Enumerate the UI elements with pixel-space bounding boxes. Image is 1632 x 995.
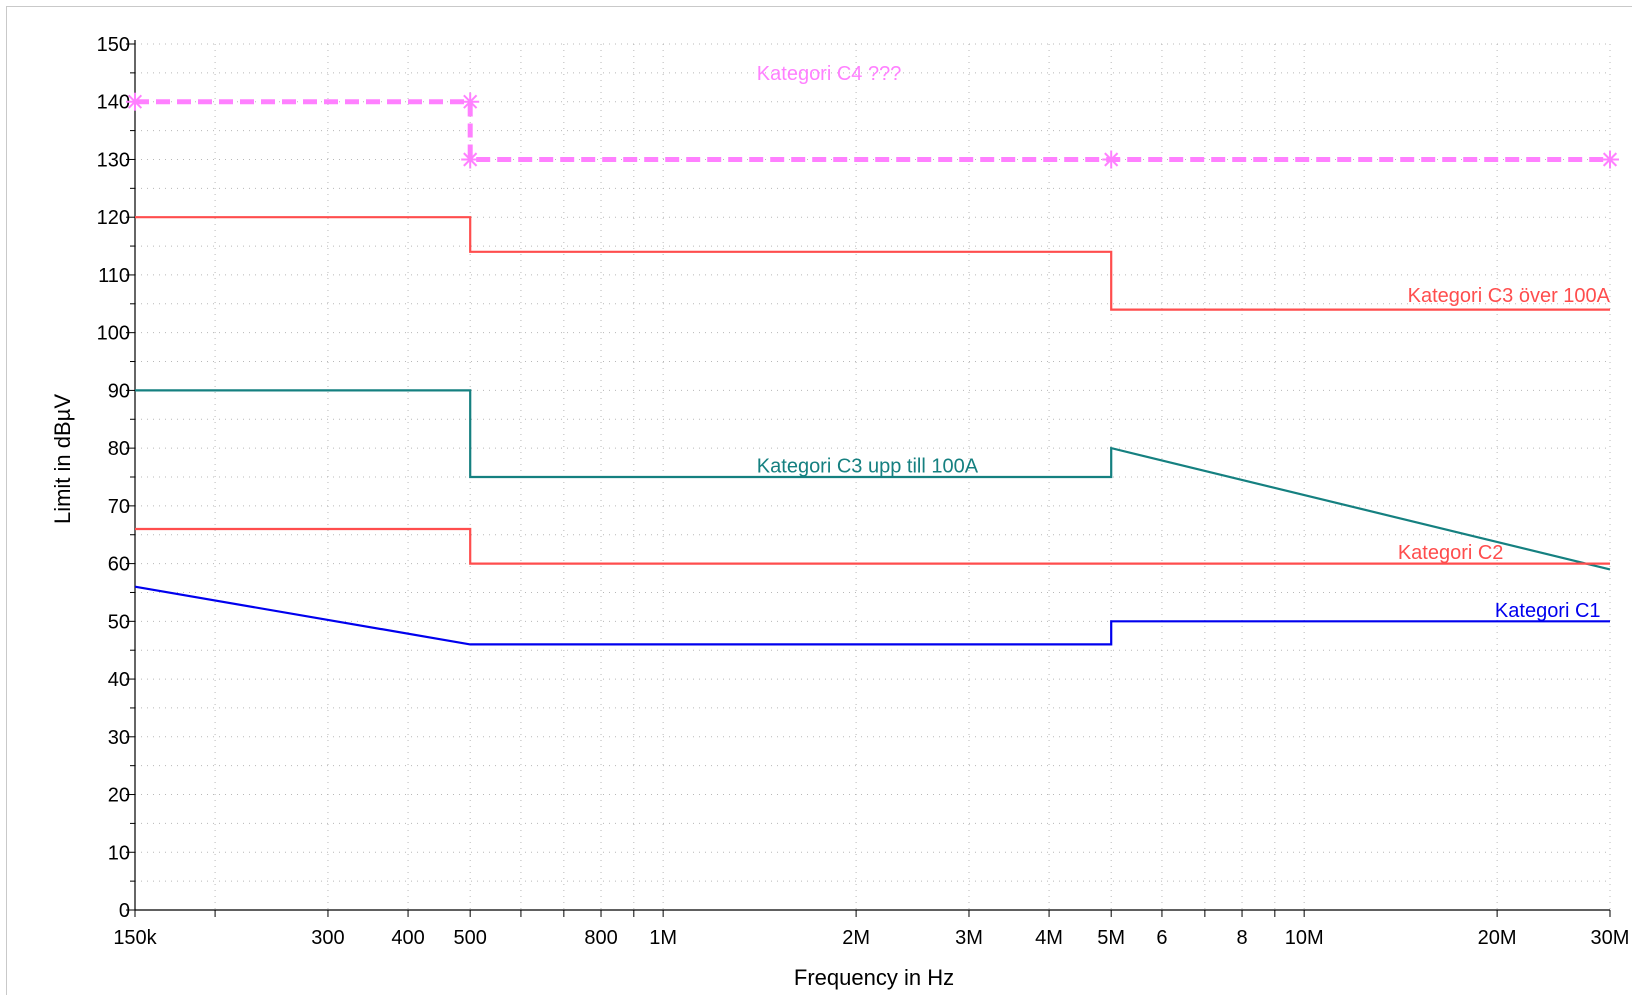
series-line [135, 99, 1610, 162]
y-tick-label: 50 [108, 611, 130, 633]
series-group [126, 92, 1619, 646]
y-tick-label: 80 [108, 438, 130, 460]
marker-stroke [127, 94, 143, 109]
x-tick-label: 400 [391, 927, 424, 949]
x-tick-label: 4M [1035, 927, 1063, 949]
x-tick-label: 20M [1478, 927, 1517, 949]
series-line [135, 389, 1611, 571]
series-label: Kategori C3 upp till 100A [757, 455, 979, 477]
series-line [135, 216, 1610, 311]
y-tick-label: 60 [108, 554, 130, 576]
x-axis-title: Frequency in Hz [794, 965, 954, 990]
x-tick-label: 8 [1236, 927, 1247, 949]
y-tick-label: 110 [98, 265, 130, 287]
series-line [134, 585, 1610, 646]
x-tick-label: 3M [955, 927, 983, 949]
y-tick-label: 10 [108, 842, 130, 864]
series-label: Kategori C4 ??? [757, 63, 902, 85]
x-tick-label: 1M [649, 927, 677, 949]
chart-frame [6, 6, 1632, 995]
series-marker [461, 92, 480, 111]
series-marker [1102, 150, 1121, 169]
y-tick-label: 140 [97, 92, 130, 114]
y-tick-label: 150 [97, 34, 130, 56]
x-tick-label: 10M [1285, 927, 1324, 949]
series-marker [1601, 150, 1619, 169]
y-tick-label: 40 [108, 669, 130, 691]
x-tick-label: 30M [1591, 927, 1630, 949]
series-line [135, 527, 1610, 565]
x-axis-ticks: 150k 300 400 500 800 1M 2M 3M 4M 5M 6 8 10M 20M 30M [113, 910, 1629, 949]
series-marker [461, 150, 480, 169]
x-tick-label: 2M [842, 927, 870, 949]
y-tick-label: 90 [108, 380, 130, 402]
marker-stroke [1602, 152, 1618, 167]
series-marker [126, 92, 144, 111]
x-tick-label: 5M [1097, 927, 1125, 949]
x-tick-label: 6 [1156, 927, 1167, 949]
y-axis-title: Limit in dBµV [50, 394, 75, 524]
marker-stroke [463, 94, 478, 109]
x-tick-label: 300 [311, 927, 344, 949]
y-tick-label: 30 [108, 727, 130, 749]
x-tick-label: 800 [584, 927, 617, 949]
series-label: Kategori C1 [1495, 600, 1601, 622]
y-tick-label: 120 [97, 207, 130, 229]
series-label: Kategori C3 över 100A [1408, 285, 1611, 307]
y-tick-label: 100 [97, 323, 130, 345]
series-label: Kategori C2 [1398, 542, 1504, 564]
series-labels: Kategori C4 ??? Kategori C3 över 100A Kate… [757, 63, 1611, 622]
marker-stroke [463, 152, 478, 167]
y-tick-label: 0 [119, 900, 130, 922]
y-tick-label: 20 [108, 785, 130, 807]
axes [134, 40, 1610, 911]
marker-stroke [1104, 152, 1119, 167]
x-tick-label: 500 [453, 927, 486, 949]
x-tick-label: 150k [113, 927, 157, 949]
y-tick-label: 70 [108, 496, 130, 518]
y-tick-label: 130 [97, 149, 130, 171]
y-axis-ticks: 0 10 20 30 40 50 60 70 80 90 100 110 120 130 140 150 [97, 34, 135, 922]
